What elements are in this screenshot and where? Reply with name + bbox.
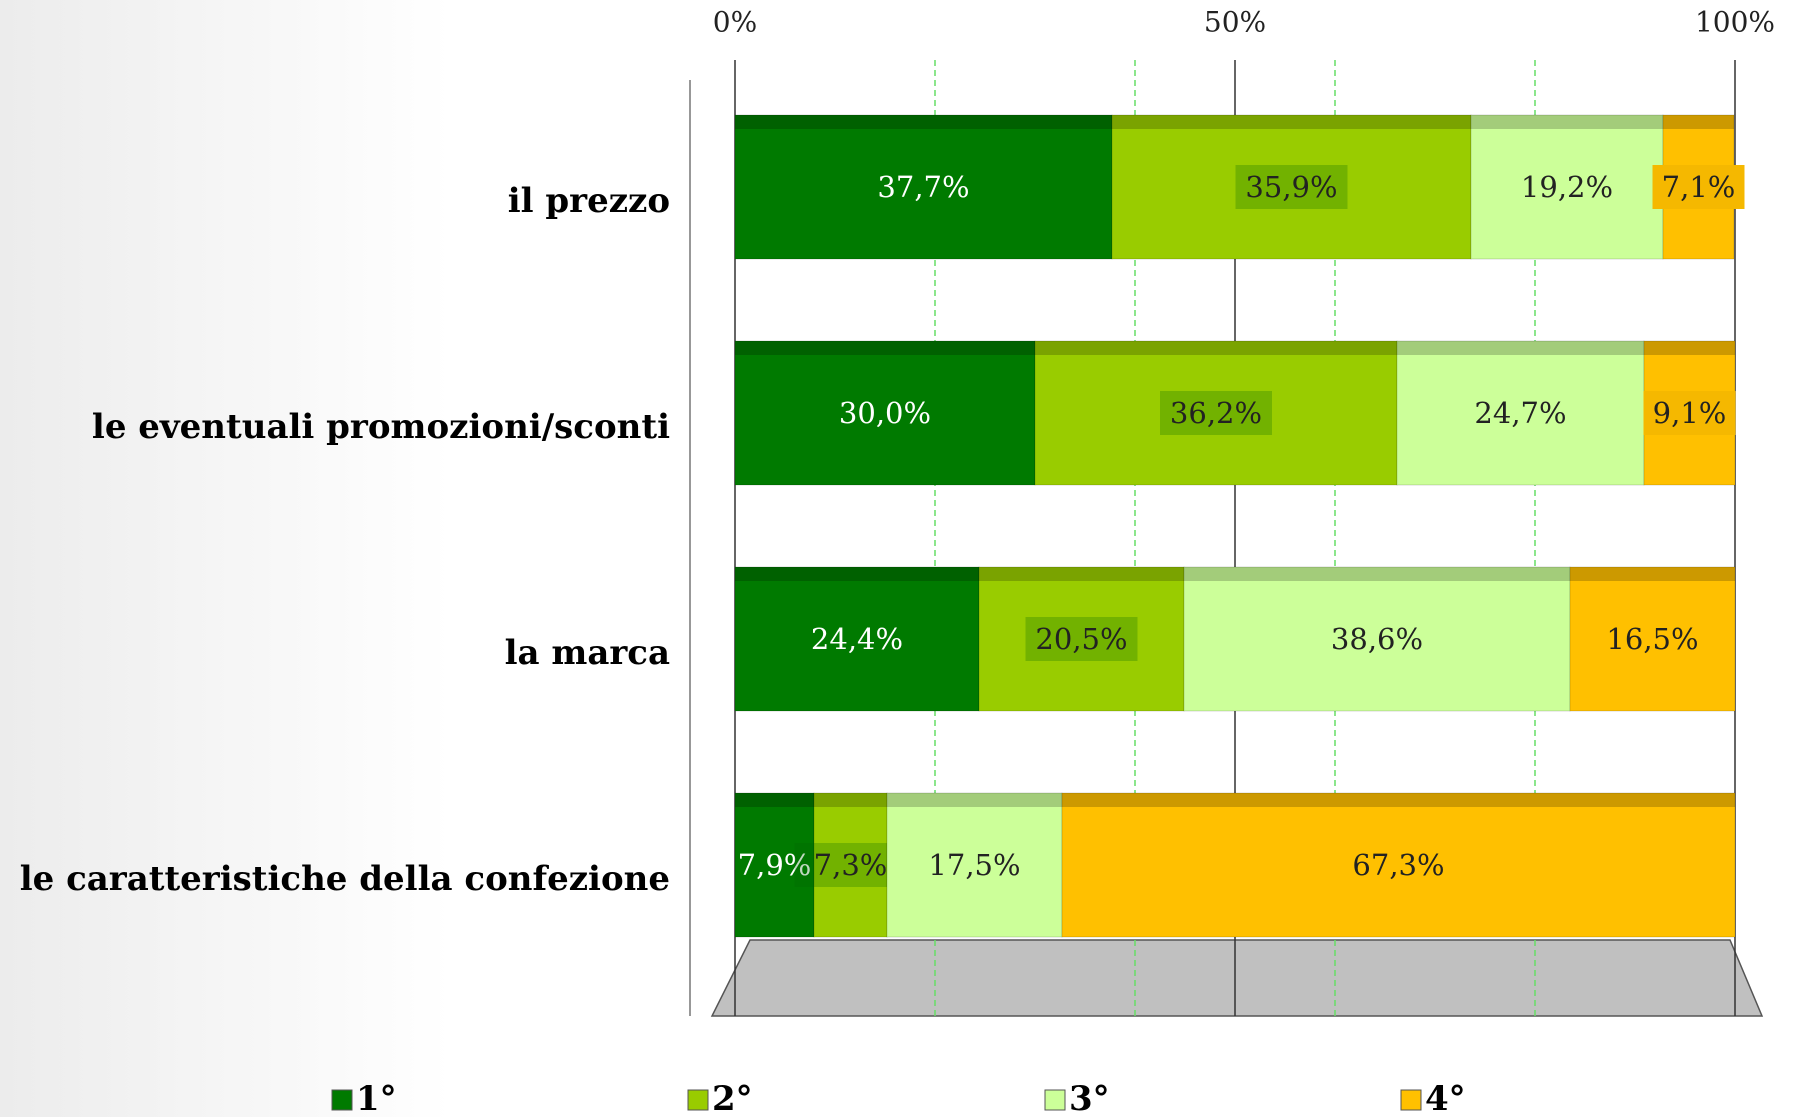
bar-top	[1397, 341, 1644, 355]
bar-top	[735, 341, 1035, 355]
bar-top	[735, 567, 979, 581]
data-label: 19,2%	[1521, 170, 1613, 204]
bar-segment	[734, 340, 1036, 486]
data-label: 7,9%	[738, 848, 812, 882]
bar-top	[979, 567, 1184, 581]
data-label: 9,1%	[1653, 396, 1727, 430]
label-box	[1643, 391, 1736, 435]
category-label: le eventuali promozioni/sconti	[92, 407, 670, 447]
label-box	[1235, 165, 1348, 209]
bar-top	[814, 793, 887, 807]
data-label: 35,9%	[1245, 170, 1337, 204]
bar-top	[735, 115, 1112, 129]
bar-top	[887, 793, 1062, 807]
bar-top	[1035, 341, 1397, 355]
bar-segment	[734, 566, 980, 712]
data-label: 30,0%	[839, 396, 931, 430]
label-box	[1025, 617, 1138, 661]
data-label: 24,4%	[811, 622, 903, 656]
data-label: 20,5%	[1035, 622, 1127, 656]
category-label: la marca	[505, 633, 670, 673]
data-label: 37,7%	[877, 170, 969, 204]
category-label: le caratteristiche della confezione	[20, 859, 670, 899]
legend-swatch	[1400, 1089, 1422, 1111]
bar-segment	[886, 792, 1063, 938]
bar-segment	[1034, 340, 1398, 486]
x-tick-label: 50%	[1204, 6, 1266, 39]
x-tick-label: 100%	[1695, 6, 1775, 39]
legend-swatch	[1044, 1089, 1066, 1111]
bar-top	[735, 793, 814, 807]
bar-segment	[1111, 114, 1472, 260]
bar-segment	[1470, 114, 1664, 260]
legend-swatch	[687, 1089, 709, 1111]
legend-label: 3°	[1069, 1079, 1110, 1117]
bar-top	[1663, 115, 1734, 129]
bar-top	[1570, 567, 1735, 581]
category-label: il prezzo	[508, 181, 670, 221]
x-tick-label: 0%	[713, 6, 757, 39]
bar-top	[1184, 567, 1570, 581]
data-label: 36,2%	[1170, 396, 1262, 430]
data-label: 67,3%	[1352, 848, 1444, 882]
label-box	[1160, 391, 1272, 435]
data-label: 24,7%	[1474, 396, 1566, 430]
floor	[710, 939, 1764, 1017]
bar-segment	[734, 114, 1113, 260]
bar-top	[1644, 341, 1735, 355]
label-box	[1652, 165, 1745, 209]
bar-segment	[1183, 566, 1571, 712]
data-label: 7,3%	[814, 848, 888, 882]
bar-segment	[1061, 792, 1736, 938]
bar-top	[1112, 115, 1471, 129]
legend-swatch	[331, 1089, 353, 1111]
data-label: 17,5%	[928, 848, 1020, 882]
data-label: 7,1%	[1662, 170, 1736, 204]
bar-top	[1471, 115, 1663, 129]
data-label: 38,6%	[1331, 622, 1423, 656]
bar-segment	[734, 792, 815, 938]
bar-segment	[813, 792, 888, 938]
legend-label: 1°	[356, 1079, 397, 1117]
legend-label: 4°	[1425, 1079, 1466, 1117]
bar-segment	[1396, 340, 1645, 486]
legend-label: 2°	[712, 1079, 753, 1117]
bar-segment	[978, 566, 1185, 712]
data-label: 16,5%	[1606, 622, 1698, 656]
bar-top	[1062, 793, 1735, 807]
bar-segment	[1569, 566, 1736, 712]
